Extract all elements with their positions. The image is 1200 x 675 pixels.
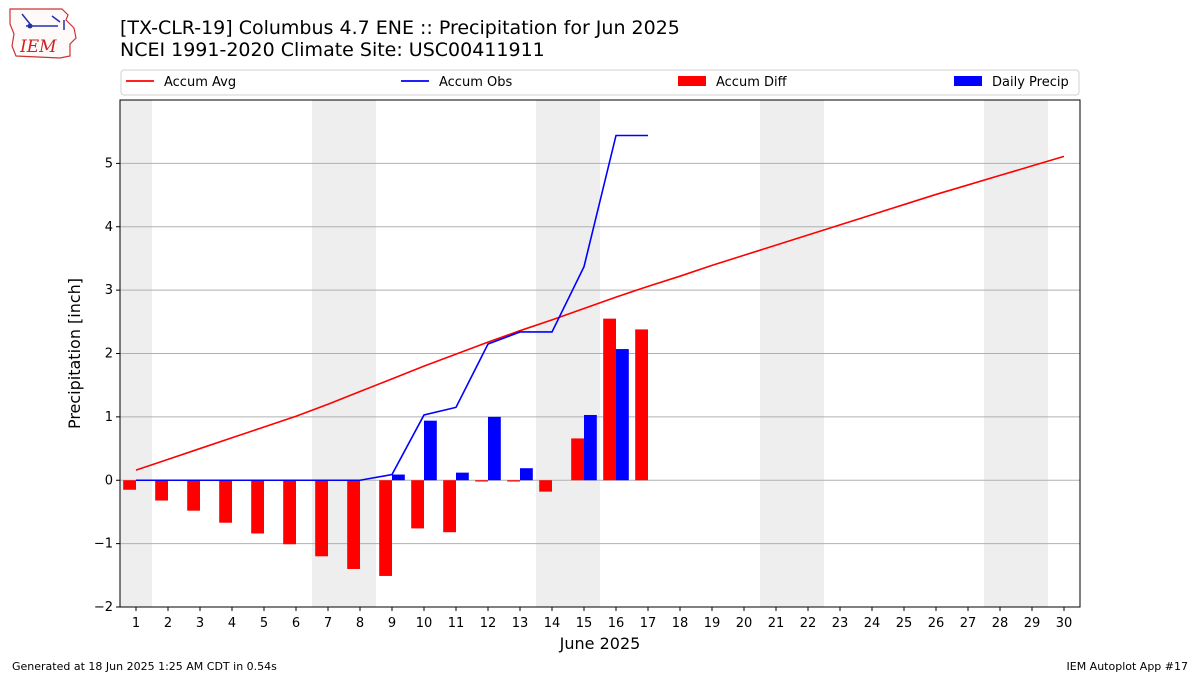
x-tick-label: 10 bbox=[416, 616, 433, 631]
x-tick-label: 20 bbox=[736, 616, 753, 631]
footer-app: IEM Autoplot App #17 bbox=[1066, 660, 1189, 673]
accum-avg-line bbox=[135, 155, 1065, 471]
x-tick-label: 2 bbox=[164, 616, 172, 631]
footer-generated: Generated at 18 Jun 2025 1:25 AM CDT in … bbox=[12, 660, 277, 673]
x-tick-label: 17 bbox=[640, 616, 657, 631]
accum-diff-bar-2 bbox=[155, 480, 168, 501]
x-tick-label: 19 bbox=[704, 616, 721, 631]
x-tick-label: 28 bbox=[992, 616, 1009, 631]
x-tick-label: 21 bbox=[768, 616, 785, 631]
legend-label-3: Daily Precip bbox=[992, 75, 1069, 90]
y-axis-label: Precipitation [inch] bbox=[65, 278, 84, 429]
accum-diff-bar-14 bbox=[539, 480, 552, 492]
accum-diff-bar-9 bbox=[379, 480, 392, 576]
x-tick-label: 14 bbox=[544, 616, 561, 631]
x-tick-label: 3 bbox=[196, 616, 204, 631]
x-tick-label: 9 bbox=[388, 616, 396, 631]
iem-logo: IEM bbox=[8, 6, 82, 64]
legend-box bbox=[120, 69, 1080, 96]
y-tick-label: 3 bbox=[105, 283, 113, 298]
y-tick-label: −2 bbox=[94, 600, 113, 615]
accum-diff-bar-5 bbox=[251, 480, 264, 534]
plot-frame bbox=[119, 99, 1081, 608]
daily-precip-bar-10 bbox=[424, 420, 437, 481]
legend-label-0: Accum Avg bbox=[164, 75, 236, 90]
accum-diff-bar-8 bbox=[347, 480, 360, 569]
x-tick-label: 22 bbox=[800, 616, 817, 631]
x-tick-label: 27 bbox=[960, 616, 977, 631]
y-tick-label: −1 bbox=[94, 537, 113, 552]
y-tick-label: 2 bbox=[105, 347, 113, 362]
x-tick-label: 16 bbox=[608, 616, 625, 631]
accum-diff-bar-4 bbox=[219, 480, 232, 523]
daily-precip-bar-9 bbox=[392, 474, 405, 481]
legend-swatch-2 bbox=[678, 76, 706, 86]
legend-label-2: Accum Diff bbox=[716, 75, 788, 90]
accum-diff-bar-10 bbox=[411, 480, 424, 529]
accum-diff-bar-12 bbox=[475, 480, 488, 482]
x-tick-label: 24 bbox=[864, 616, 881, 631]
accum-diff-bar-17 bbox=[635, 329, 648, 481]
x-tick-label: 30 bbox=[1056, 616, 1073, 631]
accum-diff-bar-1 bbox=[123, 480, 136, 490]
x-tick-label: 5 bbox=[260, 616, 268, 631]
accum-obs-line bbox=[136, 134, 648, 482]
daily-precip-bar-13 bbox=[520, 468, 533, 481]
x-tick-label: 1 bbox=[132, 616, 140, 631]
chart-subtitle: NCEI 1991-2020 Climate Site: USC00411911 bbox=[120, 39, 545, 61]
daily-precip-bar-15 bbox=[584, 414, 597, 481]
y-tick-label: 0 bbox=[105, 473, 113, 488]
chart-title: [TX-CLR-19] Columbus 4.7 ENE :: Precipit… bbox=[120, 17, 680, 39]
y-tick-label: 1 bbox=[105, 410, 113, 425]
accum-diff-bar-7 bbox=[315, 480, 328, 557]
x-axis-label: June 2025 bbox=[559, 634, 641, 653]
legend-swatch-3 bbox=[954, 76, 982, 86]
x-tick-label: 12 bbox=[480, 616, 497, 631]
daily-precip-bar-16 bbox=[616, 349, 629, 481]
accum-diff-bar-13 bbox=[507, 480, 520, 482]
x-tick-label: 11 bbox=[448, 616, 465, 631]
x-tick-label: 13 bbox=[512, 616, 529, 631]
legend-label-1: Accum Obs bbox=[439, 75, 512, 90]
x-tick-label: 23 bbox=[832, 616, 849, 631]
accum-diff-bar-15 bbox=[571, 438, 584, 481]
accum-diff-bar-11 bbox=[443, 480, 456, 533]
x-tick-label: 26 bbox=[928, 616, 945, 631]
x-tick-label: 18 bbox=[672, 616, 689, 631]
daily-precip-bar-11 bbox=[456, 472, 469, 481]
accum-diff-bar-6 bbox=[283, 480, 296, 545]
x-tick-label: 4 bbox=[228, 616, 236, 631]
x-tick-label: 15 bbox=[576, 616, 593, 631]
logo-text: IEM bbox=[19, 37, 57, 57]
x-tick-label: 6 bbox=[292, 616, 300, 631]
y-tick-label: 4 bbox=[105, 220, 113, 235]
accum-diff-bar-3 bbox=[187, 480, 200, 511]
x-tick-label: 7 bbox=[324, 616, 332, 631]
accum-diff-bar-16 bbox=[603, 318, 616, 481]
x-tick-label: 29 bbox=[1024, 616, 1041, 631]
daily-precip-bar-12 bbox=[488, 416, 501, 481]
y-tick-label: 5 bbox=[105, 156, 113, 171]
x-tick-label: 25 bbox=[896, 616, 913, 631]
x-tick-label: 8 bbox=[356, 616, 364, 631]
